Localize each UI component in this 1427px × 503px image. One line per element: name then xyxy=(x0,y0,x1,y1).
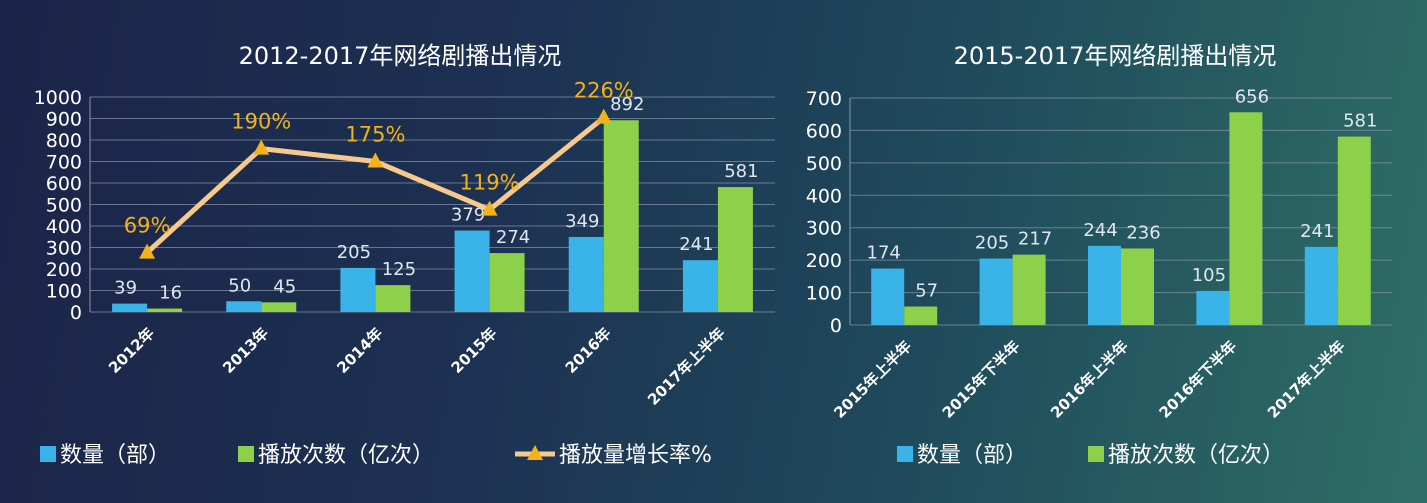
bar-count xyxy=(112,303,148,312)
y-tick-label: 800 xyxy=(46,130,82,152)
legend-swatch-icon xyxy=(897,446,913,462)
data-label: 125 xyxy=(382,259,416,280)
y-tick-label: 100 xyxy=(806,283,842,305)
y-tick-label: 300 xyxy=(46,238,82,260)
bar-plays xyxy=(1337,136,1371,325)
y-tick-label: 500 xyxy=(806,153,842,175)
y-tick-label: 400 xyxy=(806,185,842,207)
data-label: 205 xyxy=(975,233,1009,254)
chart-title: 2012-2017年网络剧播出情况 xyxy=(239,42,562,70)
data-label: 45 xyxy=(273,276,296,297)
y-tick-label: 200 xyxy=(806,250,842,272)
data-label: 892 xyxy=(610,94,644,115)
growth-label: 226% xyxy=(574,79,634,103)
y-tick-label: 900 xyxy=(46,109,82,131)
growth-marker xyxy=(139,243,156,259)
growth-label: 175% xyxy=(345,123,405,147)
bar-count xyxy=(682,260,718,312)
data-label: 105 xyxy=(1192,265,1226,286)
bar-count xyxy=(454,230,490,312)
y-tick-label: 400 xyxy=(46,216,82,238)
y-tick-label: 0 xyxy=(70,302,82,324)
bar-plays xyxy=(261,302,297,312)
growth-marker xyxy=(253,139,270,155)
legend-swatch-icon xyxy=(238,446,254,462)
data-label: 205 xyxy=(337,242,371,263)
x-tick-label: 2017年上半年 xyxy=(1264,337,1349,422)
x-tick-label: 2015年上半年 xyxy=(830,337,915,422)
data-label: 174 xyxy=(867,243,901,264)
bar-count xyxy=(340,267,376,312)
data-label: 581 xyxy=(1343,111,1377,132)
legend-label: 播放量增长率% xyxy=(559,443,712,468)
bar-count xyxy=(1196,290,1230,325)
bar-plays xyxy=(717,187,753,312)
y-tick-label: 300 xyxy=(806,218,842,240)
data-label: 349 xyxy=(565,211,599,232)
x-tick-label: 2016年 xyxy=(562,324,615,377)
data-label: 57 xyxy=(915,281,938,302)
data-label: 50 xyxy=(228,275,251,296)
y-tick-label: 700 xyxy=(46,152,82,174)
bar-count xyxy=(226,301,262,312)
data-label: 217 xyxy=(1018,229,1052,250)
data-label: 244 xyxy=(1083,220,1117,241)
legend-label: 播放次数（亿次） xyxy=(1108,443,1284,468)
data-label: 39 xyxy=(114,278,137,299)
growth-marker xyxy=(367,152,384,168)
y-tick-label: 100 xyxy=(46,281,82,303)
y-tick-label: 700 xyxy=(806,88,842,110)
data-label: 241 xyxy=(679,234,713,255)
legend-label: 数量（部） xyxy=(917,443,1027,468)
growth-label: 69% xyxy=(124,214,171,238)
legend-triangle-icon xyxy=(527,445,543,460)
y-tick-label: 0 xyxy=(830,315,842,337)
y-tick-label: 200 xyxy=(46,259,82,281)
legend-label: 播放次数（亿次） xyxy=(258,443,434,468)
chart-title: 2015-2017年网络剧播出情况 xyxy=(954,42,1277,70)
x-tick-label: 2012年 xyxy=(105,324,158,377)
x-tick-label: 2015年 xyxy=(448,324,501,377)
x-tick-label: 2013年 xyxy=(219,324,272,377)
bar-plays xyxy=(1012,254,1046,325)
bar-count xyxy=(979,258,1013,325)
growth-marker xyxy=(595,108,612,124)
bar-plays xyxy=(1229,112,1263,325)
growth-label: 190% xyxy=(231,110,291,134)
bar-plays xyxy=(1121,248,1154,325)
y-tick-label: 600 xyxy=(806,120,842,142)
bar-plays xyxy=(375,285,411,312)
y-tick-label: 1000 xyxy=(34,87,82,109)
bar-plays xyxy=(489,253,525,312)
data-label: 274 xyxy=(496,227,530,248)
y-tick-label: 500 xyxy=(46,195,82,217)
legend-swatch-icon xyxy=(1088,446,1104,462)
data-label: 656 xyxy=(1235,86,1269,107)
bar-count xyxy=(871,268,905,325)
bar-count xyxy=(1088,245,1121,325)
bar-count xyxy=(568,236,604,312)
x-tick-label: 2014年 xyxy=(333,324,386,377)
bar-plays xyxy=(603,120,639,312)
legend-swatch-icon xyxy=(40,446,56,462)
bar-plays xyxy=(147,308,183,312)
x-tick-label: 2017年上半年 xyxy=(644,324,729,409)
data-label: 241 xyxy=(1300,221,1334,242)
x-tick-label: 2016年下半年 xyxy=(1156,337,1241,422)
bar-count xyxy=(1304,246,1338,325)
data-label: 581 xyxy=(724,161,758,182)
y-tick-label: 600 xyxy=(46,173,82,195)
growth-marker xyxy=(481,200,498,216)
bar-plays xyxy=(904,306,938,325)
growth-label: 119% xyxy=(460,171,520,195)
data-label: 379 xyxy=(451,205,485,226)
x-tick-label: 2016年上半年 xyxy=(1047,337,1132,422)
legend-label: 数量（部） xyxy=(60,443,170,468)
x-tick-label: 2015年下半年 xyxy=(939,337,1024,422)
data-label: 236 xyxy=(1126,222,1160,243)
data-label: 16 xyxy=(159,283,182,304)
